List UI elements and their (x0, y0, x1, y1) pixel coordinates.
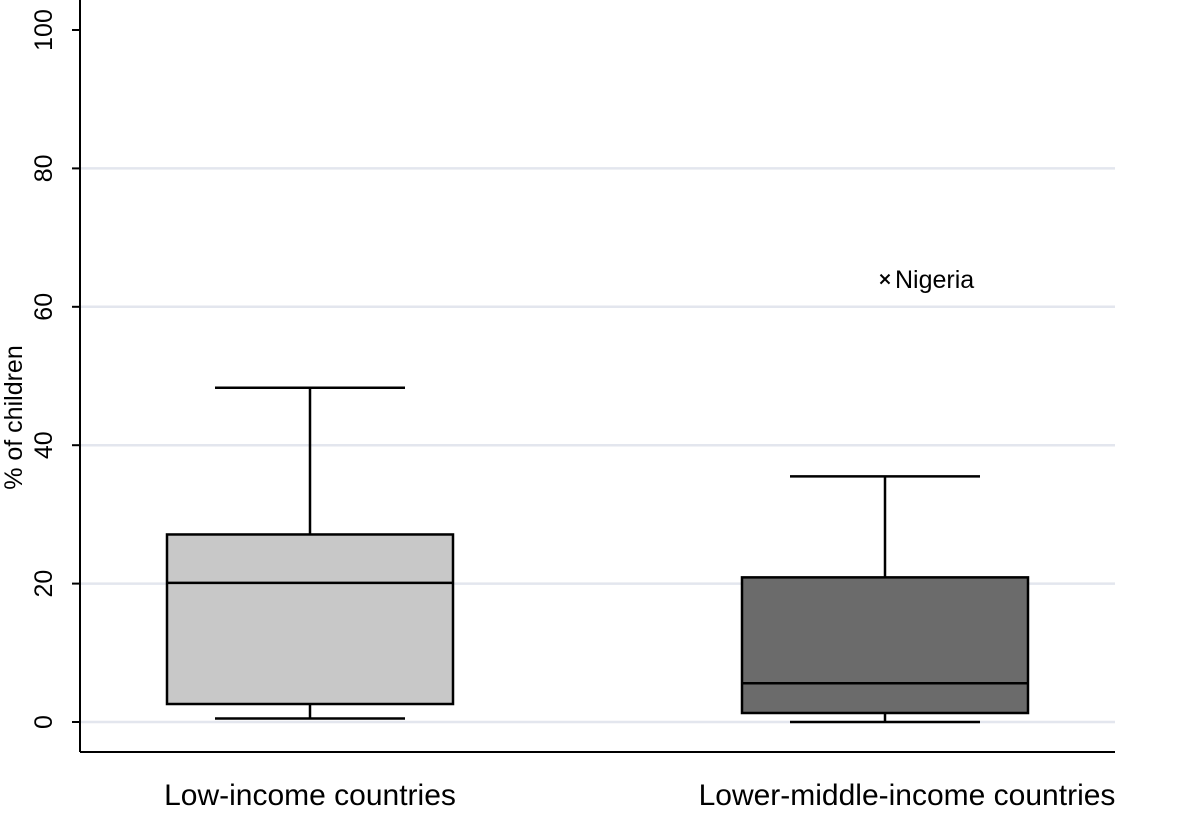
iqr-box-0 (165, 533, 455, 706)
y-tick-label-40: 40 (30, 431, 58, 459)
iqr-box-1 (740, 576, 1030, 715)
y-tick-label-80: 80 (30, 154, 58, 182)
box-group-1 (740, 273, 1030, 724)
outlier-x-stroke-b (879, 273, 891, 285)
y-tick-label-20: 20 (30, 570, 58, 598)
y-tick-label-0: 0 (30, 715, 58, 729)
axis-layer: 0 20 40 60 80 100 % of children (0, 0, 1115, 753)
outlier-marker-1-0 (879, 273, 891, 285)
box-layer (165, 273, 1030, 724)
label-layer: Low-income countries Nigeria Lower-middle-… (164, 266, 1116, 812)
category-label-0: Low-income countries (164, 779, 456, 808)
y-tick-label-60: 60 (30, 293, 58, 321)
box-group-0 (165, 386, 455, 720)
outlier-label-1-0: Nigeria (895, 266, 974, 294)
category-label-1: Lower-middle-income countries (699, 779, 1116, 808)
y-tick-label-100: 100 (30, 9, 58, 51)
y-axis-title: % of children (0, 345, 28, 490)
